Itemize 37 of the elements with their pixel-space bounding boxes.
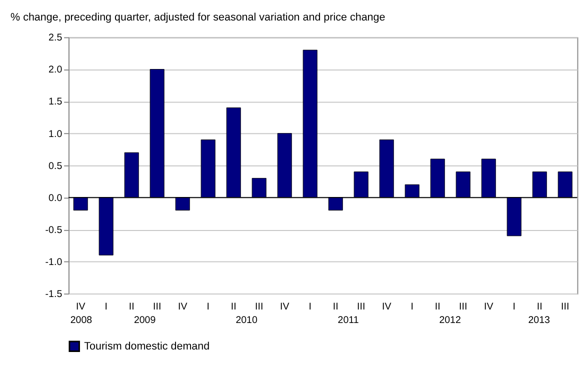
x-tick-label: III [153, 302, 162, 313]
x-tick-label: II [434, 302, 440, 313]
text: 2012 [439, 314, 461, 326]
y-tick-label: -1.5 [45, 288, 63, 300]
text: 2010 [236, 314, 258, 326]
y-tick-label: -0.5 [45, 224, 63, 236]
text: 2011 [338, 314, 359, 326]
y-tick-label: 0.0 [48, 192, 63, 204]
x-tick-label: IV [484, 302, 494, 313]
x-tick-label: II [332, 302, 338, 313]
x-tick-label: III [561, 302, 570, 313]
x-tick-label: III [255, 302, 264, 313]
x-tick-label: III [459, 302, 468, 313]
x-tick-label: II [128, 302, 134, 313]
y-tick-label: 2.0 [48, 64, 63, 76]
y-axis-title: % change, preceding quarter, adjusted for seasonal variation and price change [10, 12, 386, 24]
x-tick-label: IV [382, 302, 392, 313]
y-tick-label: 1.0 [48, 128, 63, 140]
x-tick-label: I [410, 302, 414, 313]
text: 2008 [70, 314, 92, 326]
y-tick-label: 2.5 [48, 32, 63, 44]
y-tick-label: 0.5 [48, 160, 63, 172]
y-tick-label: -1.0 [45, 256, 63, 268]
x-tick-label: I [512, 302, 516, 313]
x-tick-label: IV [280, 302, 290, 313]
x-tick-label: II [536, 302, 542, 313]
text: 2009 [134, 314, 156, 326]
x-tick-label: I [308, 302, 312, 313]
x-tick-label: IV [178, 302, 188, 313]
x-tick-label: I [104, 302, 108, 313]
x-tick-label: II [230, 302, 236, 313]
x-tick-label: IV [76, 302, 86, 313]
x-tick-label: III [357, 302, 366, 313]
x-tick-label: I [206, 302, 210, 313]
text: 2013 [528, 314, 550, 326]
y-tick-label: 1.5 [48, 96, 63, 108]
legend-label: Tourism domestic demand [84, 340, 210, 352]
